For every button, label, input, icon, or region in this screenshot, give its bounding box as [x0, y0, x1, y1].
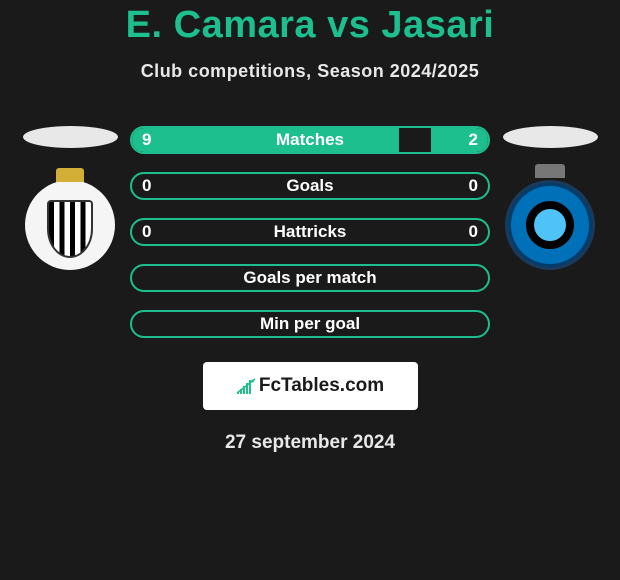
- bar-label: Matches: [132, 130, 488, 150]
- crown-icon: [56, 168, 84, 182]
- subtitle: Club competitions, Season 2024/2025: [0, 61, 620, 82]
- left-team-badge: [25, 180, 115, 270]
- date-label: 27 september 2024: [0, 432, 620, 454]
- brand-logo: FcTables.com: [203, 362, 418, 410]
- bar-value-right: 0: [469, 176, 478, 196]
- right-team-column: [490, 126, 610, 270]
- comparison-title: E. Camara vs Jasari: [0, 4, 620, 47]
- shield-icon: [47, 200, 93, 258]
- stat-bar-row: 9Matches2: [130, 126, 490, 154]
- infographic-container: E. Camara vs Jasari Club competitions, S…: [0, 0, 620, 454]
- bar-chart-icon: [236, 377, 256, 395]
- crown-icon: [535, 164, 565, 178]
- bar-label: Min per goal: [132, 314, 488, 334]
- bar-value-right: 2: [469, 130, 478, 150]
- right-ellipse: [503, 126, 598, 148]
- bar-label: Goals per match: [132, 268, 488, 288]
- stats-area: 9Matches20Goals00Hattricks0Goals per mat…: [0, 126, 620, 338]
- bar-label: Hattricks: [132, 222, 488, 242]
- stat-bar-row: 0Goals0: [130, 172, 490, 200]
- right-team-badge: [505, 180, 595, 270]
- stat-bar-row: 0Hattricks0: [130, 218, 490, 246]
- inner-circle-icon: [526, 201, 574, 249]
- left-ellipse: [23, 126, 118, 148]
- stat-bars-column: 9Matches20Goals00Hattricks0Goals per mat…: [130, 126, 490, 338]
- bar-value-right: 0: [469, 222, 478, 242]
- bar-label: Goals: [132, 176, 488, 196]
- brand-logo-text: FcTables.com: [259, 375, 384, 397]
- stat-bar-row: Goals per match: [130, 264, 490, 292]
- left-team-column: [10, 126, 130, 270]
- stat-bar-row: Min per goal: [130, 310, 490, 338]
